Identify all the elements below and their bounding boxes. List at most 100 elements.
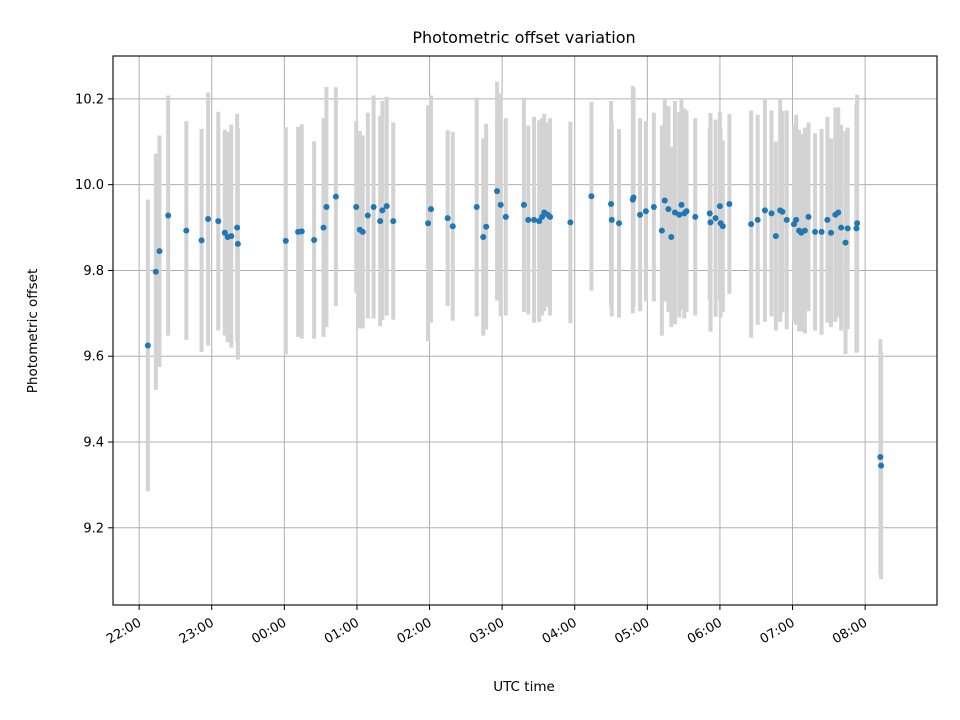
data-point — [536, 218, 543, 225]
data-point — [298, 228, 305, 235]
y-axis: 9.2 9.4 9.6 9.8 10.0 10.2 — [75, 92, 113, 536]
data-point — [323, 203, 330, 210]
data-point — [630, 194, 637, 201]
data-point — [215, 218, 222, 225]
data-point — [608, 216, 615, 223]
data-point — [608, 200, 615, 207]
data-point — [779, 208, 786, 215]
data-point — [332, 193, 339, 200]
data-point — [707, 219, 714, 226]
data-point — [480, 233, 487, 240]
data-point — [525, 216, 532, 223]
data-point — [588, 193, 595, 200]
data-point — [156, 248, 163, 255]
data-point — [364, 212, 371, 219]
data-point — [878, 462, 885, 469]
data-point — [377, 218, 384, 225]
data-point — [183, 227, 190, 234]
data-point — [692, 213, 699, 220]
data-point — [494, 188, 501, 195]
data-point — [716, 203, 723, 210]
data-point — [768, 210, 775, 217]
data-point — [320, 224, 327, 231]
data-point — [637, 211, 644, 218]
y-tick-label: 9.2 — [83, 521, 104, 536]
data-point — [379, 207, 386, 214]
y-tick-label: 9.8 — [83, 264, 104, 279]
data-point — [853, 225, 860, 232]
data-point — [676, 211, 683, 218]
data-point — [761, 207, 768, 214]
y-tick-label: 9.6 — [83, 350, 104, 365]
data-point — [234, 224, 241, 231]
data-point — [497, 201, 504, 208]
data-point — [877, 454, 884, 461]
x-axis-label: UTC time — [493, 679, 555, 695]
data-point — [719, 223, 726, 230]
data-point — [783, 216, 790, 223]
data-point — [449, 223, 456, 230]
data-point — [547, 213, 554, 220]
data-point — [205, 215, 212, 222]
data-point — [370, 203, 377, 210]
data-point — [828, 229, 835, 236]
data-point — [520, 201, 527, 208]
data-point — [665, 206, 672, 213]
data-point — [473, 203, 480, 210]
data-point — [390, 218, 397, 225]
y-axis-label: Photometric offset — [25, 269, 41, 393]
chart-title: Photometric offset variation — [412, 28, 635, 47]
data-point — [812, 228, 819, 235]
data-point — [650, 203, 657, 210]
data-point — [359, 228, 366, 235]
data-point — [678, 201, 685, 208]
plot-area-frame — [112, 55, 938, 606]
data-point — [502, 213, 509, 220]
data-point — [658, 227, 665, 234]
data-point — [353, 203, 360, 210]
data-point — [706, 210, 713, 217]
y-tick-label: 10.0 — [75, 178, 104, 193]
data-point — [838, 224, 845, 231]
data-point — [772, 233, 779, 240]
data-point — [144, 342, 151, 349]
data-point — [754, 216, 761, 223]
data-point — [616, 220, 623, 227]
data-point — [824, 216, 831, 223]
data-point — [444, 215, 451, 222]
data-point-layer — [144, 188, 885, 469]
data-point — [228, 233, 235, 240]
data-point — [726, 200, 733, 207]
y-tick-label: 10.2 — [75, 92, 104, 107]
data-point — [661, 197, 668, 204]
data-point — [842, 239, 849, 246]
data-point — [748, 221, 755, 228]
data-point — [854, 220, 861, 227]
data-point — [801, 227, 808, 234]
data-point — [683, 208, 690, 215]
data-point — [531, 216, 538, 223]
data-point — [221, 229, 228, 236]
data-point — [712, 215, 719, 222]
data-point — [425, 220, 432, 227]
data-point — [483, 223, 490, 230]
data-point — [805, 213, 812, 220]
data-point — [427, 206, 434, 213]
data-point — [642, 208, 649, 215]
data-point — [165, 212, 172, 219]
y-tick-label: 9.4 — [83, 436, 104, 451]
data-point — [818, 228, 825, 235]
data-point — [668, 233, 675, 240]
data-point — [835, 209, 842, 216]
data-point — [234, 240, 241, 247]
data-point — [152, 268, 159, 275]
data-point — [383, 203, 390, 210]
data-point — [311, 237, 318, 244]
data-point — [567, 219, 574, 226]
data-point — [198, 237, 205, 244]
data-point — [282, 237, 289, 244]
data-point — [844, 225, 851, 232]
data-point — [793, 216, 800, 223]
